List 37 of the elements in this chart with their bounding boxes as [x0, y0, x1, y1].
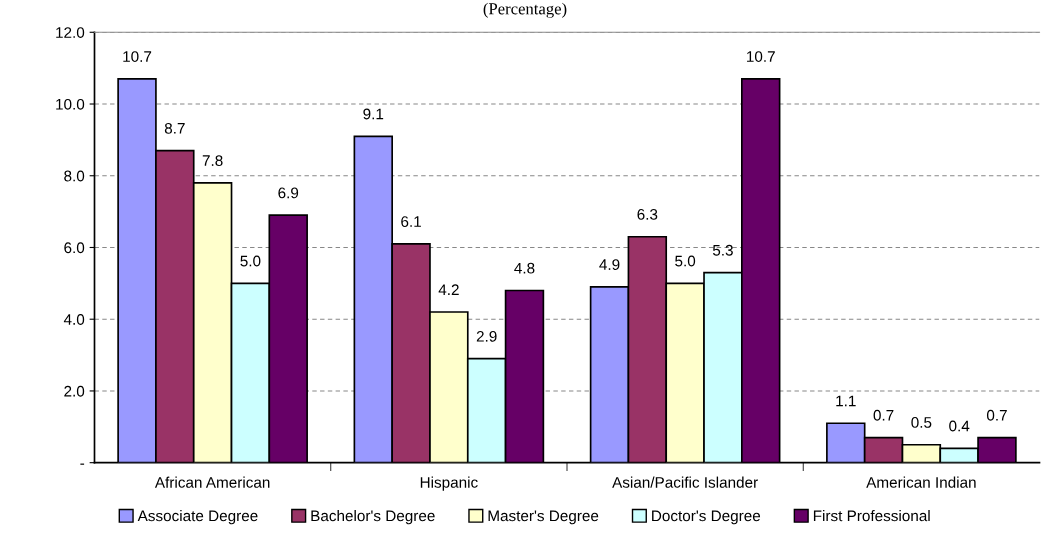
data-label: 0.7 — [873, 409, 894, 421]
y-tick-label: 6.0 — [64, 242, 85, 254]
legend-label: Bachelor's Degree — [311, 510, 435, 525]
data-label: 10.7 — [747, 51, 775, 62]
y-tick-label: 12.0 — [56, 27, 85, 38]
data-label: 6.3 — [637, 208, 658, 220]
data-label: 10.7 — [123, 51, 152, 62]
data-label: 6.9 — [278, 187, 299, 199]
legend-label: Master's Degree — [488, 510, 599, 525]
x-tick-label: African American — [154, 476, 270, 488]
data-label: 5.0 — [675, 255, 696, 267]
y-tick-label: 4.0 — [63, 314, 85, 325]
data-label: 2.9 — [476, 330, 497, 342]
y-tick-label: 2.0 — [64, 385, 85, 397]
chart-title: (Percentage) — [483, 2, 567, 18]
data-label: 0.7 — [986, 409, 1007, 421]
x-tick-label: American Indian — [866, 476, 976, 488]
data-label: 4.8 — [514, 262, 535, 274]
data-label: 0.4 — [949, 420, 970, 432]
data-label: 6.1 — [401, 216, 421, 227]
data-label: 4.9 — [599, 259, 620, 271]
y-tick-label: 10.0 — [56, 98, 85, 110]
data-label: 9.1 — [363, 108, 384, 120]
legend-label: Associate Degree — [137, 510, 258, 525]
y-tick-label: 8.0 — [64, 170, 85, 182]
legend-label: First Professional — [813, 510, 930, 522]
data-label: 8.7 — [164, 122, 185, 134]
data-label: 1.1 — [836, 395, 856, 407]
y-tick-label: - — [80, 463, 85, 465]
x-tick-label: Asian/Pacific Islander — [612, 476, 758, 488]
data-label: 4.2 — [438, 284, 459, 295]
data-label: 7.8 — [202, 155, 223, 167]
data-label: 0.5 — [911, 417, 932, 428]
x-tick-label: Hispanic — [420, 476, 478, 491]
data-label: 5.3 — [712, 244, 733, 256]
legend-label: Doctor's Degree — [652, 510, 761, 525]
data-label: 5.0 — [240, 255, 261, 267]
